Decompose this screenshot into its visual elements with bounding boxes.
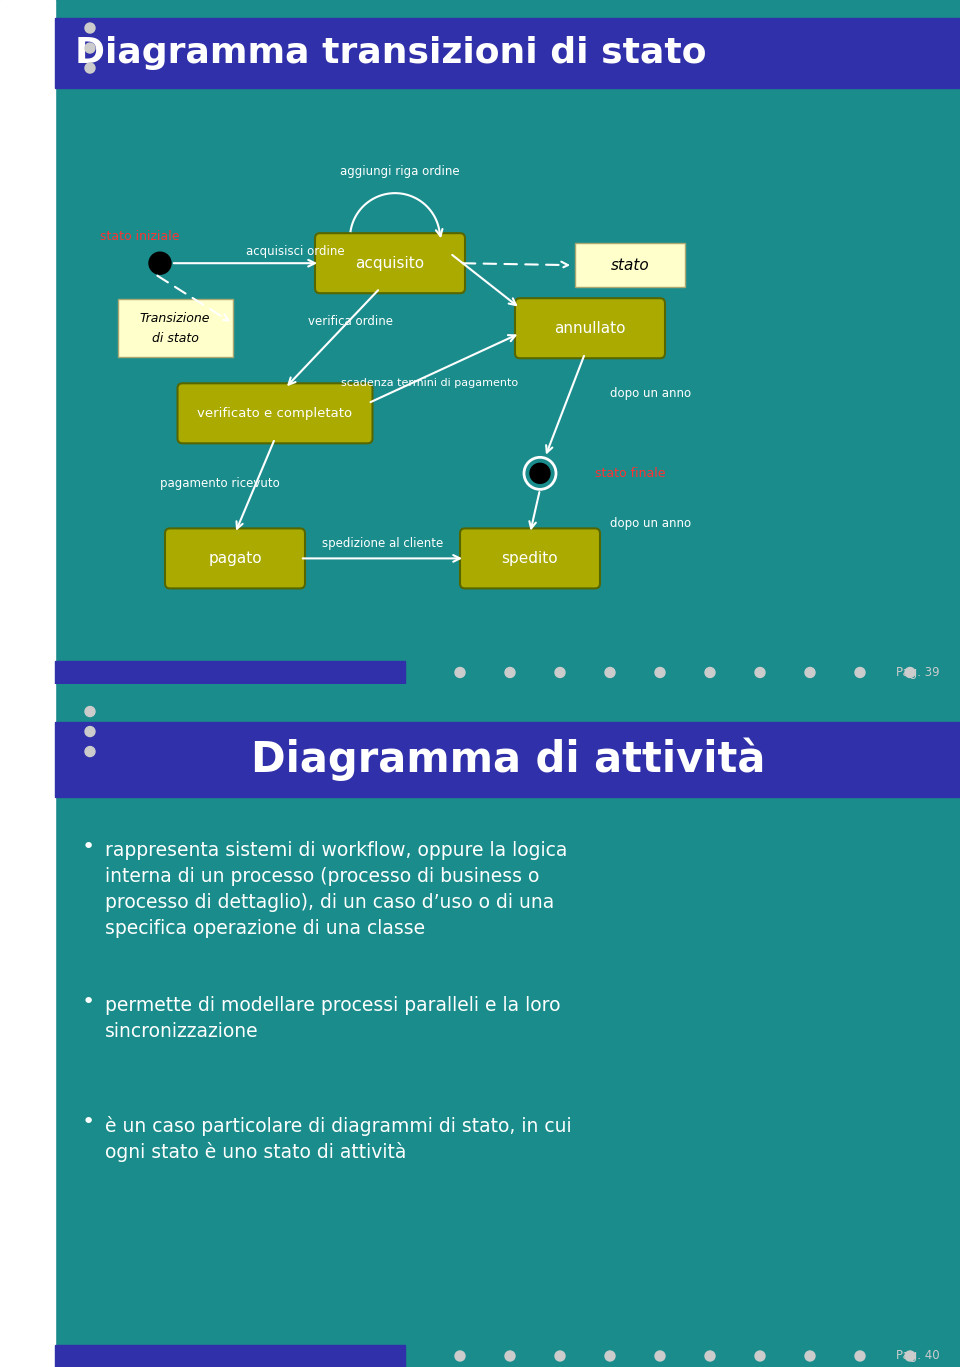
Circle shape [505,667,515,678]
Circle shape [755,1351,765,1362]
Text: Pag. 40: Pag. 40 [897,1349,940,1363]
Text: scadenza termini di pagamento: scadenza termini di pagamento [342,379,518,388]
Text: •: • [82,991,95,1012]
Circle shape [85,23,95,33]
Text: ogni stato è uno stato di attività: ogni stato è uno stato di attività [105,1141,406,1162]
Bar [55,18,960,87]
Text: permette di modellare processi paralleli e la loro: permette di modellare processi paralleli… [105,995,561,1014]
Text: stato: stato [611,258,649,272]
Text: sincronizzazione: sincronizzazione [105,1021,258,1040]
FancyBboxPatch shape [515,298,665,358]
Text: di stato: di stato [152,332,199,344]
Circle shape [705,1351,715,1362]
Circle shape [805,1351,815,1362]
Text: acquisisci ordine: acquisisci ordine [246,245,345,258]
Circle shape [85,42,95,53]
Text: acquisito: acquisito [355,256,424,271]
Circle shape [655,667,665,678]
Text: specifica operazione di una classe: specifica operazione di una classe [105,919,425,938]
FancyBboxPatch shape [575,243,685,287]
Circle shape [605,1351,615,1362]
Text: verifica ordine: verifica ordine [307,314,393,328]
FancyBboxPatch shape [117,299,232,357]
Circle shape [905,1351,915,1362]
Bar [0,0,55,684]
Text: dopo un anno: dopo un anno [610,517,691,530]
Text: processo di dettaglio), di un caso d’uso o di una: processo di dettaglio), di un caso d’uso… [105,893,554,912]
Circle shape [505,1351,515,1362]
Text: pagamento ricevuto: pagamento ricevuto [160,477,280,489]
Text: Transizione: Transizione [140,312,210,325]
Circle shape [85,746,95,756]
FancyBboxPatch shape [315,234,465,293]
Bar [55,662,405,684]
Text: dopo un anno: dopo un anno [610,387,691,399]
Text: verificato e completato: verificato e completato [198,407,352,420]
Text: spedito: spedito [502,551,559,566]
Circle shape [705,667,715,678]
Circle shape [555,667,565,678]
Circle shape [85,726,95,737]
Text: Pag. 39: Pag. 39 [897,666,940,679]
Circle shape [605,667,615,678]
Circle shape [524,458,556,489]
Circle shape [85,63,95,72]
Text: pagato: pagato [208,551,262,566]
Text: •: • [82,837,95,857]
Bar [55,722,960,797]
Circle shape [805,667,815,678]
Circle shape [755,667,765,678]
Text: stato iniziale: stato iniziale [100,230,180,243]
Text: Diagramma transizioni di stato: Diagramma transizioni di stato [75,36,707,70]
Text: è un caso particolare di diagrammi di stato, in cui: è un caso particolare di diagrammi di st… [105,1115,571,1136]
Circle shape [85,707,95,716]
FancyBboxPatch shape [460,529,600,588]
Circle shape [455,1351,465,1362]
Text: interna di un processo (processo di business o: interna di un processo (processo di busi… [105,867,540,886]
FancyBboxPatch shape [165,529,305,588]
Text: annullato: annullato [554,321,626,336]
Circle shape [455,667,465,678]
Text: rappresenta sistemi di workflow, oppure la logica: rappresenta sistemi di workflow, oppure … [105,841,567,860]
Circle shape [530,463,550,484]
Bar [55,1345,405,1367]
FancyBboxPatch shape [178,383,372,443]
Circle shape [555,1351,565,1362]
Text: •: • [82,1111,95,1132]
Circle shape [855,1351,865,1362]
Text: spedizione al cliente: spedizione al cliente [323,537,444,550]
Circle shape [655,1351,665,1362]
Text: Diagramma di attività: Diagramma di attività [251,738,765,782]
Text: stato finale: stato finale [595,468,665,480]
Circle shape [149,252,171,275]
Circle shape [855,667,865,678]
Bar [0,684,55,1367]
Circle shape [905,667,915,678]
Text: aggiungi riga ordine: aggiungi riga ordine [340,164,460,178]
